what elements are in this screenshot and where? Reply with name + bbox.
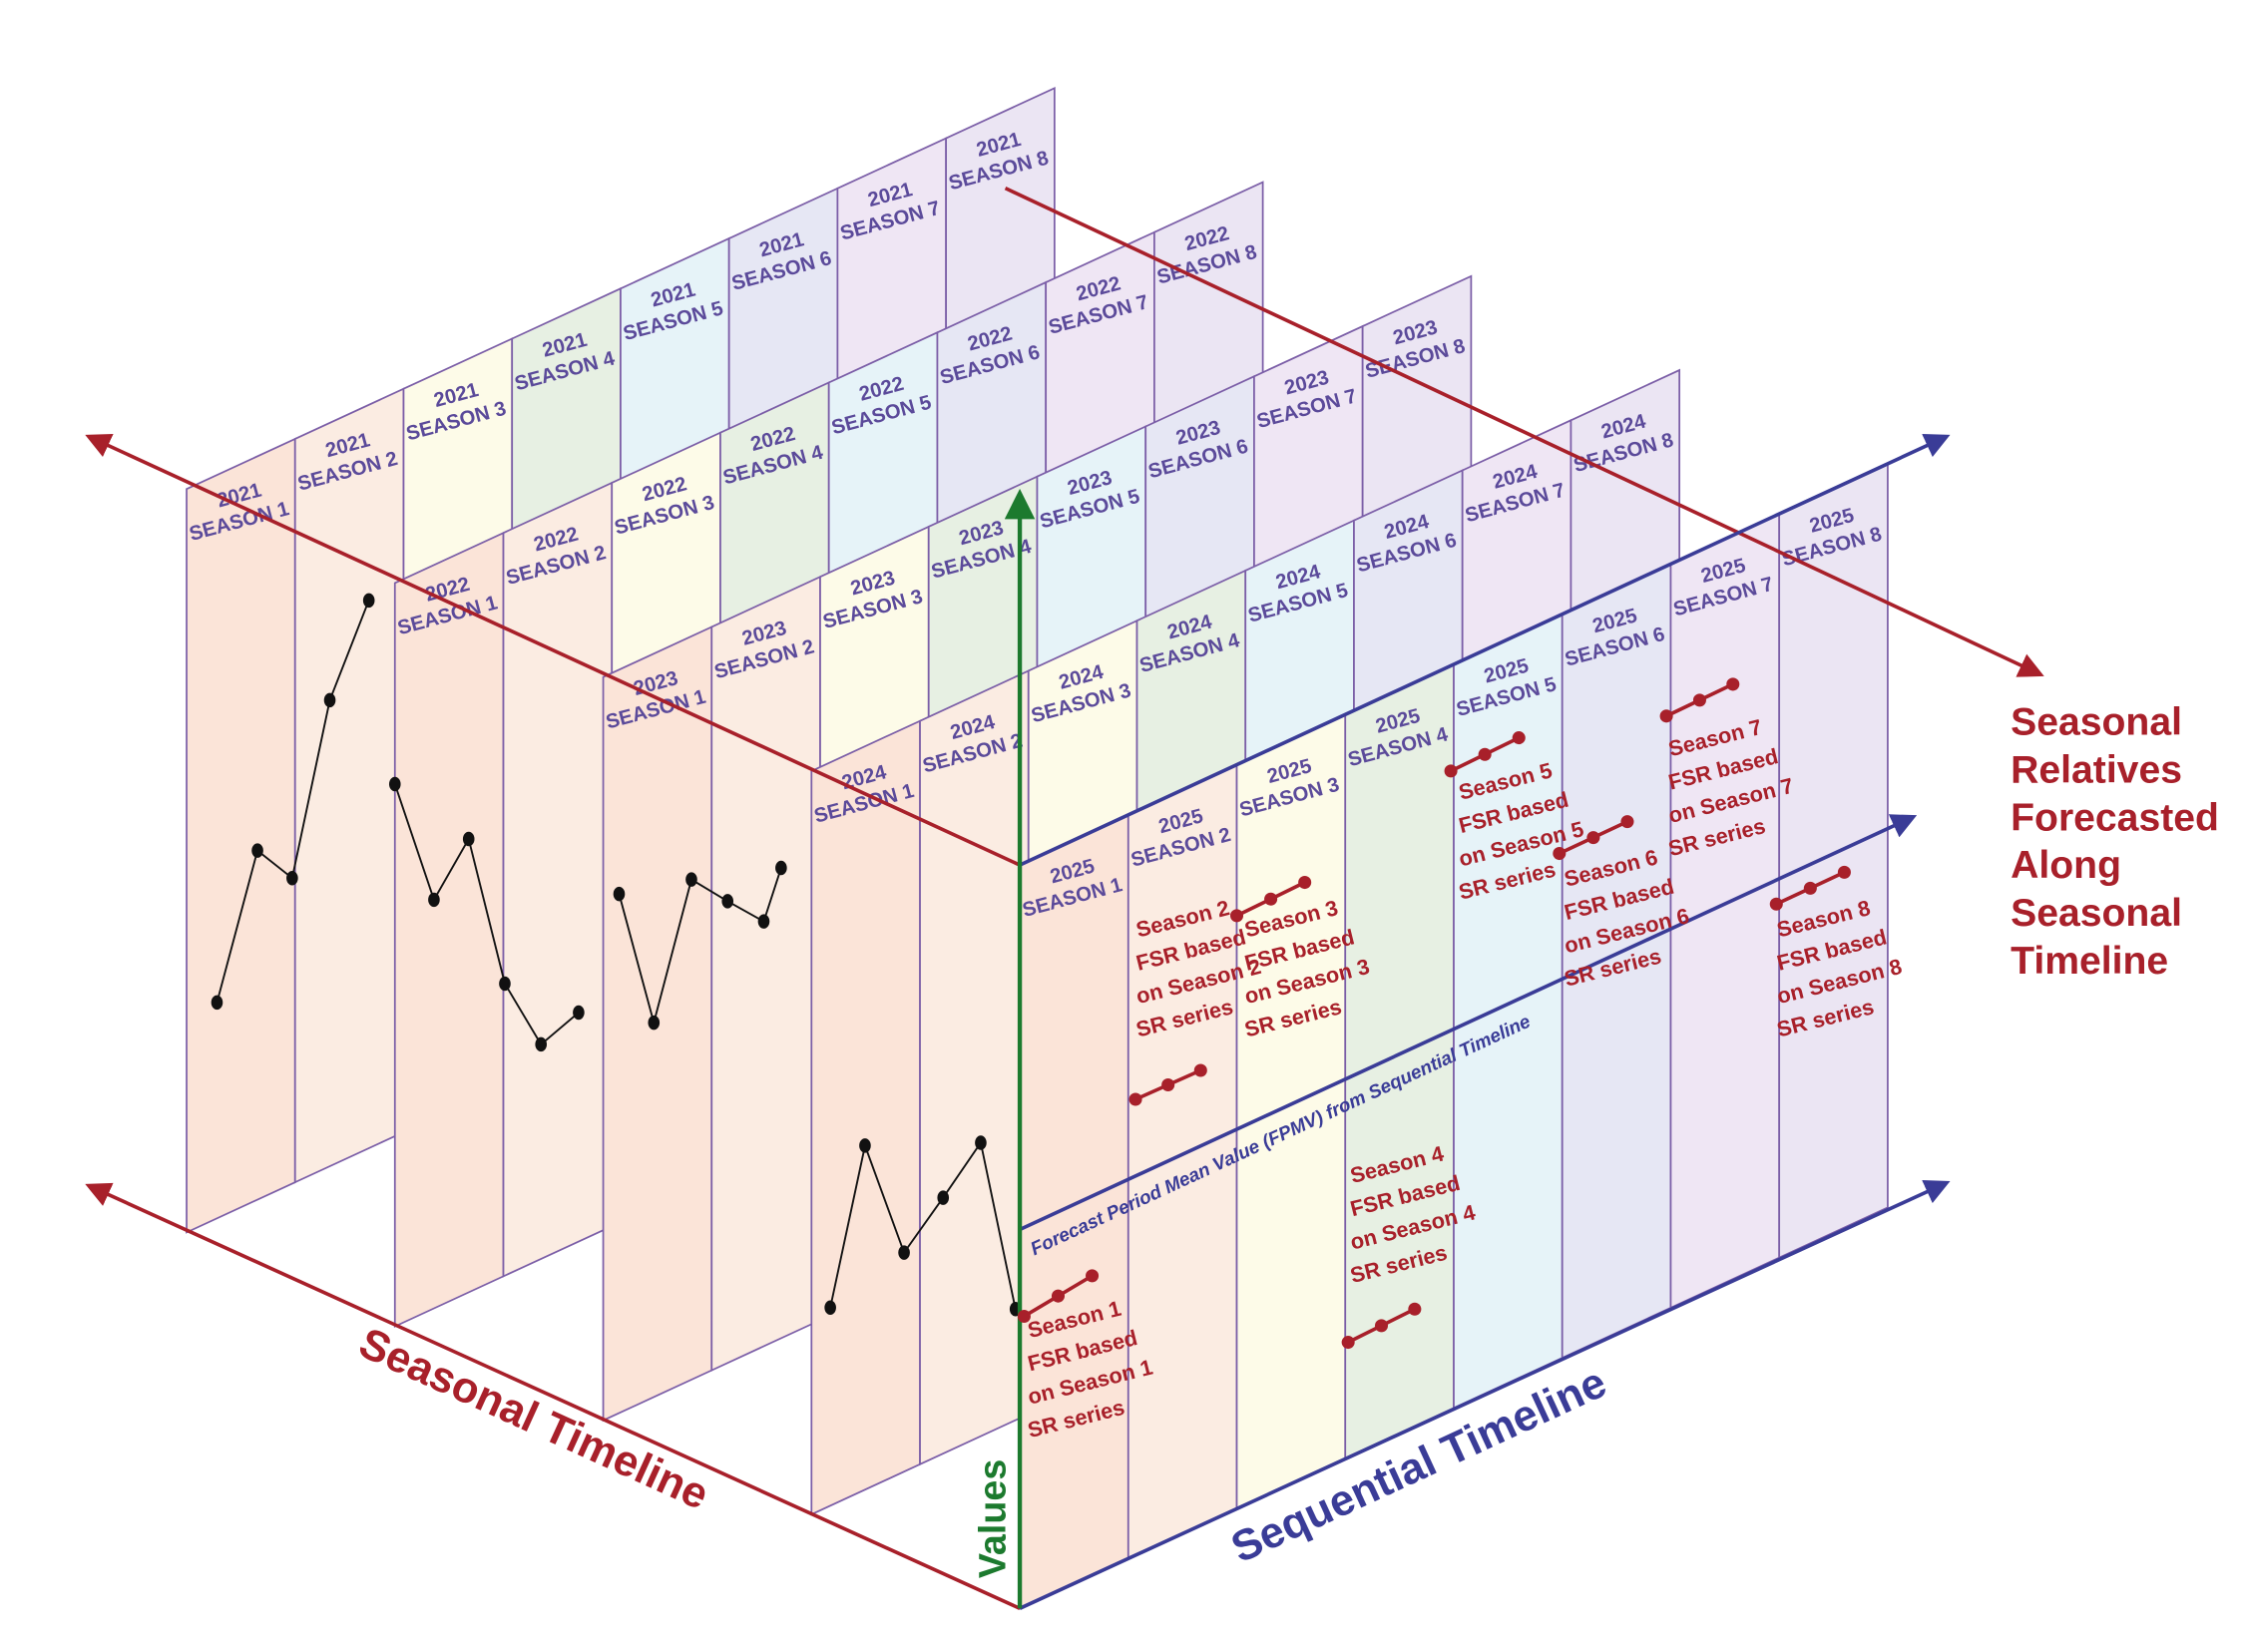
fsr-dot <box>1586 831 1600 845</box>
seasonal-axis-top <box>85 433 1021 867</box>
series-line <box>829 1140 1017 1310</box>
series-point <box>648 1015 661 1031</box>
series-point <box>462 831 475 847</box>
series-point <box>859 1138 871 1153</box>
fsr-dot <box>1478 747 1492 761</box>
forecast-label: Seasonal <box>2011 701 2182 744</box>
series-point <box>937 1190 950 1205</box>
series-point <box>721 894 734 909</box>
series-point <box>388 776 401 792</box>
fsr-dot <box>1659 709 1673 723</box>
fsr-dot <box>1374 1319 1389 1333</box>
series-point <box>286 870 298 886</box>
fsr-dot <box>1193 1063 1207 1077</box>
fsr-dot <box>1086 1269 1100 1283</box>
series-point <box>685 872 697 887</box>
seasonal-forecast-axis <box>1004 187 2044 677</box>
fsr-dot <box>1769 897 1783 911</box>
series-point <box>251 843 263 858</box>
fsr-dot <box>1264 892 1278 906</box>
fsr-dot <box>1051 1289 1066 1303</box>
series-point <box>499 976 511 992</box>
forecast-label: Relatives <box>2011 749 2182 792</box>
fsr-dot <box>1803 881 1817 895</box>
fsr-dot <box>1837 865 1851 879</box>
series-point <box>757 914 770 929</box>
fsr-dot <box>1726 677 1740 691</box>
season-cell <box>502 481 614 1278</box>
forecast-label: Timeline <box>2011 940 2168 983</box>
fsr-dot <box>1341 1336 1355 1350</box>
seasonal-axis <box>85 1182 1021 1610</box>
series-point <box>613 886 626 902</box>
series-point <box>775 860 787 876</box>
fsr-dot <box>1017 1309 1031 1323</box>
season-cell <box>1778 462 1889 1260</box>
series-point <box>975 1135 987 1150</box>
sequential-axis <box>1019 1180 1951 1610</box>
fsr-dot <box>1692 693 1706 707</box>
fsr-dot <box>1512 731 1526 745</box>
fsr-dot <box>1620 815 1634 829</box>
fsr-dot <box>1298 876 1312 890</box>
fsr-dot <box>1553 847 1567 861</box>
series-point <box>323 692 336 708</box>
season-cell <box>1453 613 1564 1410</box>
series-point <box>362 593 375 609</box>
season-cell <box>810 719 921 1516</box>
series-point <box>535 1036 548 1052</box>
forecast-label: Seasonal <box>2011 892 2182 935</box>
season-cell <box>393 531 505 1328</box>
fsr-dot <box>1444 764 1458 778</box>
sequential-axis-top <box>1019 434 1951 867</box>
season-cell <box>919 669 1030 1466</box>
fpmv-line <box>1019 814 1918 1232</box>
fsr-dot <box>1230 909 1244 923</box>
series-point <box>428 892 440 908</box>
season-cell <box>186 437 296 1234</box>
series-point <box>898 1245 910 1260</box>
fsr-dot <box>1128 1092 1142 1106</box>
season-cell <box>710 575 821 1372</box>
series-line <box>618 867 782 1027</box>
series-line <box>393 783 580 1046</box>
fsr-dot <box>1408 1302 1422 1316</box>
fsr-dot <box>1161 1077 1175 1092</box>
series-point <box>211 995 224 1011</box>
forecast-label: Along <box>2011 844 2121 887</box>
series-point <box>824 1300 836 1316</box>
series-point <box>573 1005 585 1021</box>
values-axis-label: Values <box>972 1459 1014 1578</box>
forecast-label: Forecasted <box>2011 796 2219 839</box>
